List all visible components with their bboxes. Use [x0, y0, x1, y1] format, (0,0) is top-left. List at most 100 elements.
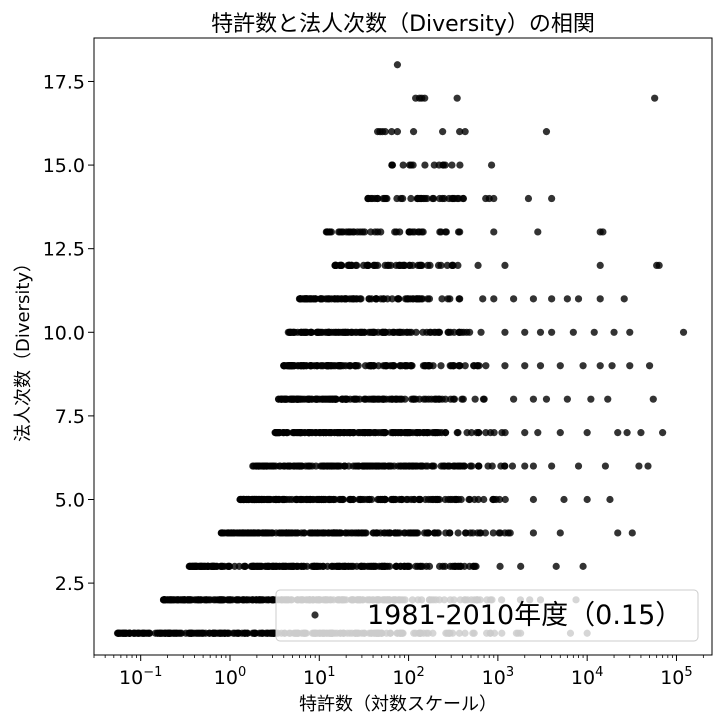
- data-point: [556, 429, 564, 437]
- data-point: [324, 462, 332, 470]
- data-point: [461, 128, 469, 136]
- data-point: [392, 395, 400, 403]
- data-point: [252, 495, 260, 504]
- data-point: [456, 128, 464, 136]
- x-tick-label: 101: [303, 665, 335, 689]
- data-point: [315, 328, 323, 336]
- data-point: [474, 261, 482, 269]
- data-point: [623, 429, 631, 437]
- data-point: [501, 261, 509, 269]
- data-point: [453, 194, 461, 203]
- data-point: [206, 596, 214, 604]
- data-point: [529, 462, 538, 470]
- data-point: [307, 328, 315, 336]
- data-point: [304, 462, 312, 470]
- y-tick-label: 7.5: [55, 406, 85, 428]
- data-point: [475, 462, 483, 470]
- data-point: [497, 462, 505, 470]
- legend-marker: [311, 611, 319, 619]
- data-point: [336, 529, 344, 537]
- data-point: [217, 596, 225, 604]
- data-point: [235, 529, 243, 537]
- data-point: [401, 395, 409, 403]
- data-point: [542, 395, 551, 403]
- y-tick-label: 10.0: [43, 322, 85, 344]
- data-point: [341, 462, 349, 470]
- data-point: [521, 362, 529, 370]
- data-point: [263, 529, 271, 537]
- data-point: [651, 94, 659, 102]
- data-point: [287, 362, 296, 370]
- data-point: [308, 362, 316, 370]
- data-point: [311, 429, 319, 437]
- data-point: [587, 395, 595, 403]
- data-point: [350, 228, 358, 236]
- data-point: [195, 596, 203, 604]
- data-point: [446, 495, 454, 504]
- data-point: [534, 429, 542, 437]
- data-point: [434, 261, 443, 269]
- data-point: [590, 328, 598, 336]
- data-point: [299, 395, 307, 403]
- data-point: [614, 529, 622, 537]
- data-point: [227, 529, 235, 537]
- y-axis-label: 法人次数（Diversity）: [13, 254, 34, 442]
- data-point: [391, 529, 399, 537]
- data-point: [252, 562, 260, 570]
- data-point: [355, 429, 363, 437]
- data-point: [282, 495, 291, 504]
- data-point: [421, 194, 429, 203]
- data-point: [441, 495, 449, 504]
- data-point: [278, 562, 286, 570]
- data-point: [330, 529, 338, 537]
- data-point: [383, 295, 392, 303]
- data-point: [482, 362, 490, 370]
- data-point: [601, 462, 610, 470]
- data-point: [234, 629, 242, 637]
- y-tick-label: 17.5: [43, 71, 85, 93]
- y-tick-label: 2.5: [55, 573, 85, 595]
- data-point: [270, 562, 278, 570]
- data-point: [471, 395, 479, 403]
- data-point: [426, 362, 434, 370]
- data-point: [347, 529, 355, 537]
- data-point: [365, 395, 373, 403]
- data-point: [284, 562, 292, 570]
- data-point: [556, 529, 564, 537]
- data-point: [441, 228, 450, 236]
- data-point: [406, 362, 414, 370]
- x-tick-label: 104: [571, 665, 603, 689]
- data-point: [433, 529, 441, 537]
- data-point: [327, 429, 336, 437]
- data-point: [604, 395, 612, 403]
- data-point: [204, 562, 212, 570]
- data-point: [468, 462, 476, 470]
- data-point: [405, 261, 414, 269]
- data-point: [329, 395, 337, 403]
- data-point: [248, 596, 256, 604]
- data-point: [443, 261, 451, 269]
- data-point: [579, 362, 587, 370]
- data-point: [521, 462, 529, 470]
- data-point: [132, 629, 140, 637]
- data-point: [437, 362, 445, 370]
- data-point: [626, 362, 634, 370]
- data-point: [314, 495, 322, 504]
- data-point: [405, 328, 414, 336]
- data-point: [484, 462, 492, 470]
- data-point: [456, 362, 464, 370]
- x-tick-label: 10−1: [119, 665, 162, 689]
- data-point: [381, 128, 389, 136]
- data-point: [276, 529, 284, 537]
- data-point: [426, 328, 434, 336]
- data-point: [370, 261, 378, 269]
- data-point: [294, 328, 302, 336]
- data-point: [406, 529, 414, 537]
- data-point: [490, 429, 498, 437]
- data-point: [304, 429, 312, 437]
- x-axis-label: 特許数（対数スケール）: [299, 694, 497, 715]
- data-point: [382, 362, 390, 370]
- data-point: [121, 629, 130, 637]
- data-point: [490, 228, 498, 236]
- data-point: [398, 495, 406, 504]
